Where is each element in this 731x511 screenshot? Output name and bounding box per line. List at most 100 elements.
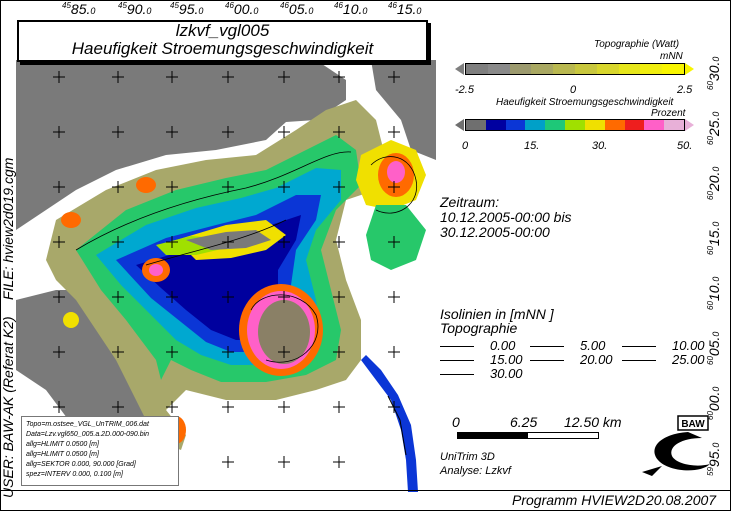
freq-tick: 0 bbox=[462, 140, 469, 152]
topo-legend-title: Topographie (Watt) bbox=[594, 39, 680, 50]
colorbar-segment bbox=[545, 120, 566, 130]
top-tick: 4585.0 bbox=[62, 1, 96, 17]
colorbar-segment bbox=[644, 120, 665, 130]
metadata-box: Topo=m.ostsee_VGL_UnTRIM_006.dat Data=Lz… bbox=[21, 416, 179, 486]
scalebar-white bbox=[527, 432, 599, 439]
isoline-entry: 20.00 bbox=[530, 352, 613, 367]
scale-label: 6.25 bbox=[510, 414, 538, 430]
top-tick: 4615.0 bbox=[388, 1, 422, 17]
isoline bbox=[75, 151, 352, 251]
topo-tick: 0 bbox=[570, 84, 577, 96]
user-label: USER: BAW-AK (Referat K2) bbox=[0, 316, 16, 498]
isoline bbox=[370, 156, 418, 214]
period-to: 30.12.2005-00:00 bbox=[440, 224, 550, 240]
freq-tick: 50. bbox=[677, 140, 693, 152]
top-tick: 4595.0 bbox=[170, 1, 204, 17]
land-area bbox=[371, 60, 436, 160]
model-analysis: Analyse: Lzkvf bbox=[440, 465, 511, 477]
frequency-zone bbox=[149, 264, 163, 276]
model-name: UniTrim 3D bbox=[440, 451, 495, 463]
colorbar-segment bbox=[509, 64, 532, 74]
period-from: 10.12.2005-00:00 bis bbox=[440, 209, 572, 225]
frequency-zone bbox=[63, 312, 79, 328]
colorbar-segment bbox=[664, 120, 684, 130]
colorbar-segment bbox=[584, 120, 605, 130]
baw-logo-text: BAW bbox=[681, 419, 705, 430]
period-label: Zeitraum: bbox=[440, 194, 500, 210]
colorbar-segment bbox=[618, 64, 641, 74]
right-tick: 6010.0 bbox=[706, 276, 722, 310]
frequency-zone bbox=[366, 205, 426, 270]
title-line1: lzkvf_vgl005 bbox=[175, 21, 270, 40]
colorbar-segment bbox=[662, 64, 684, 74]
freq-legend-title: Haeufigkeit Stroemungsgeschwindigkeit bbox=[496, 97, 674, 108]
isoline-entry: 30.00 bbox=[440, 366, 523, 381]
footer-date: 20.08.2007 bbox=[646, 492, 717, 508]
metadata-line: allg=HLIMIT 0.0500 [m] bbox=[26, 451, 99, 458]
frequency-zone bbox=[61, 212, 81, 228]
isoline-entry: 5.00 bbox=[530, 338, 605, 353]
right-tick: 6020.0 bbox=[706, 166, 722, 200]
colorbar-segment bbox=[466, 120, 486, 130]
isoline-entry: 15.00 bbox=[440, 352, 523, 367]
baw-logo: BAW bbox=[642, 415, 710, 476]
freq-colorbar-arrow-left bbox=[455, 119, 464, 131]
colorbar-segment bbox=[505, 120, 526, 130]
right-tick: 6030.0 bbox=[706, 56, 722, 90]
topo-tick: -2.5 bbox=[455, 84, 474, 96]
top-tick: 4600.0 bbox=[225, 1, 259, 17]
scalebar-black bbox=[457, 432, 529, 439]
colorbar-segment bbox=[466, 64, 488, 74]
frequency-zone bbox=[387, 161, 405, 183]
freq-tick: 15. bbox=[524, 140, 540, 152]
isoline bbox=[250, 294, 319, 363]
land-area bbox=[16, 60, 346, 230]
scale-label: 0 bbox=[452, 414, 460, 430]
map-canvas bbox=[16, 60, 436, 492]
topo-colorbar-arrow-left bbox=[455, 63, 464, 75]
freq-colorbar-arrow-right bbox=[685, 119, 694, 131]
colorbar-segment bbox=[604, 120, 625, 130]
footer-program: Programm HVIEW2D bbox=[512, 492, 646, 508]
grid-crosses bbox=[53, 71, 400, 468]
freq-tick: 30. bbox=[592, 140, 608, 152]
isoline-entry: 25.00 bbox=[622, 352, 705, 367]
top-tick: 4605.0 bbox=[280, 1, 314, 17]
metadata-line: allg=SEKTOR 0.000, 90.000 [Grad] bbox=[26, 461, 136, 468]
freq-colorbar bbox=[465, 119, 685, 131]
right-tick: 6015.0 bbox=[706, 221, 722, 255]
topo-colorbar bbox=[465, 63, 685, 75]
top-tick: 4610.0 bbox=[334, 1, 368, 17]
colorbar-segment bbox=[640, 64, 663, 74]
metadata-line: spez=INTERV 0.000, 0.100 [m] bbox=[26, 471, 123, 478]
isoline-entry: 0.00 bbox=[440, 338, 515, 353]
top-tick: 4590.0 bbox=[118, 1, 152, 17]
freq-legend-unit: Prozent bbox=[651, 108, 686, 119]
shoal-area bbox=[258, 300, 310, 364]
right-tick: 6025.0 bbox=[706, 111, 722, 145]
isoline-entry: 10.00 bbox=[622, 338, 705, 353]
colorbar-segment bbox=[485, 120, 506, 130]
topo-colorbar-arrow-right bbox=[685, 63, 694, 75]
river bbox=[361, 355, 418, 492]
colorbar-segment bbox=[525, 120, 546, 130]
colorbar-segment bbox=[596, 64, 619, 74]
file-label: FILE: hview2d019.cgm bbox=[0, 157, 16, 300]
colorbar-segment bbox=[553, 64, 575, 74]
colorbar-segment bbox=[565, 120, 585, 130]
footer-divider bbox=[0, 490, 731, 491]
river bbox=[387, 395, 407, 456]
right-tick: 6005.0 bbox=[706, 331, 722, 365]
metadata-line: Data=Lzv.vgl650_005.a.2D.000-090.bin bbox=[26, 431, 150, 438]
colorbar-segment bbox=[531, 64, 554, 74]
frequency-zone bbox=[136, 177, 156, 193]
topo-tick: 2.5 bbox=[677, 84, 693, 96]
scale-label: 12.50 km bbox=[564, 414, 622, 430]
isoline-title: Isolinien in [mNN ] bbox=[440, 306, 554, 322]
topo-legend-unit: mNN bbox=[660, 51, 683, 62]
isoline bbox=[145, 219, 287, 266]
isoline-subtitle: Topographie bbox=[440, 320, 518, 336]
map-title: lzkvf_vgl005 Haeufigkeit Stroemungsgesch… bbox=[17, 20, 428, 62]
metadata-line: allg=HLIMIT 0.0500 [m] bbox=[26, 441, 99, 448]
colorbar-segment bbox=[574, 64, 597, 74]
